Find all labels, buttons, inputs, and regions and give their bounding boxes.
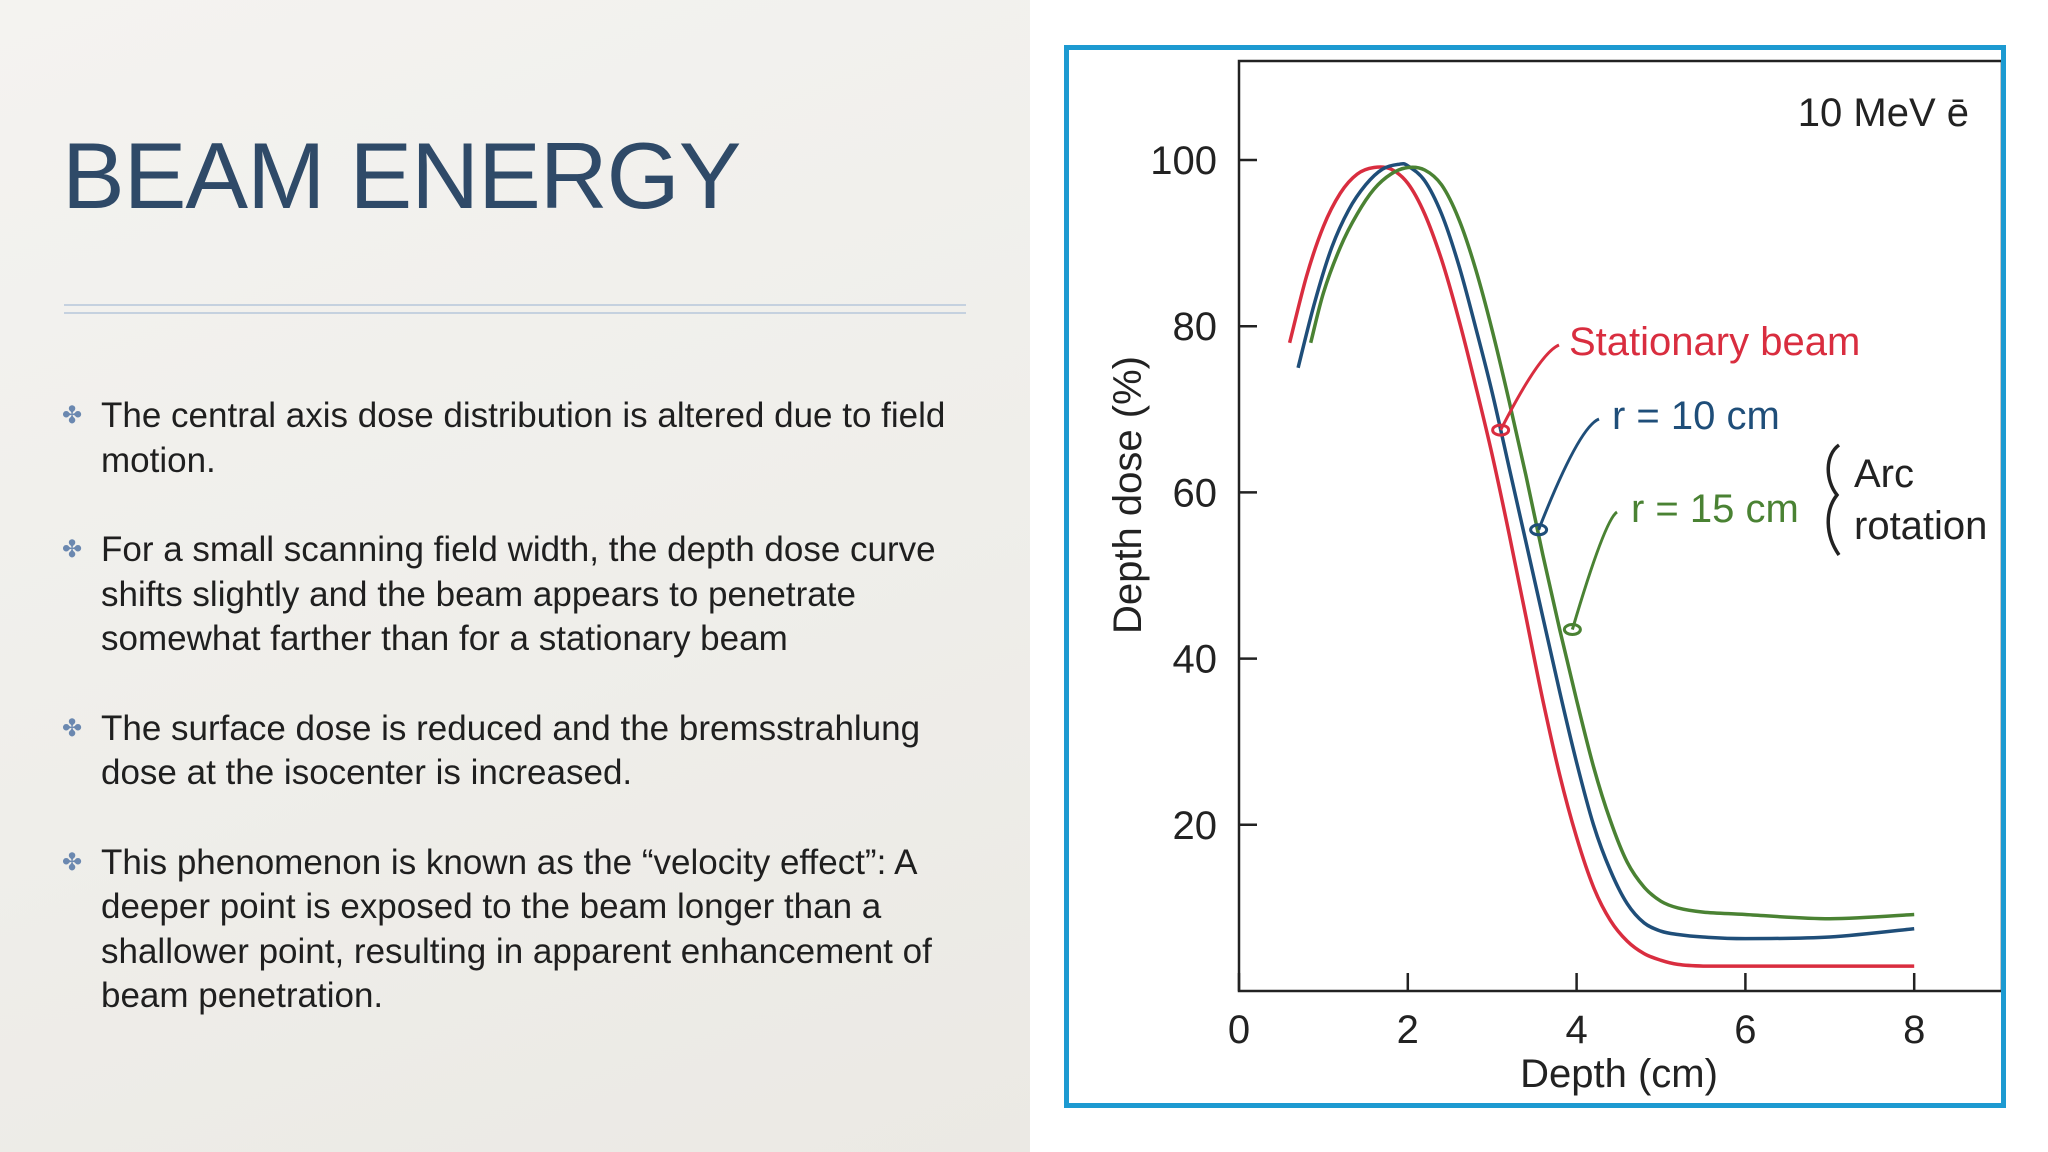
text-panel: BEAM ENERGY ✤ The central axis dose dist… <box>0 0 1030 1152</box>
arc-label-line: Arc <box>1854 452 1914 496</box>
bullet-item: ✤ For a small scanning field width, the … <box>62 528 992 662</box>
annotation-leader <box>1499 343 1560 431</box>
arc-rotation-label: Arc rotation <box>1854 452 1987 548</box>
annotation-leader <box>1570 510 1618 630</box>
x-tick-label: 0 <box>1228 1008 1250 1052</box>
annotation-leader <box>1537 417 1600 531</box>
annotation-marker <box>1529 523 1549 537</box>
y-tick-label: 80 <box>1173 305 1218 349</box>
annotation-layer: Stationary beam r = 10 cm r = 15 cm <box>1491 320 1860 637</box>
x-tick-label: 6 <box>1734 1008 1756 1052</box>
bullet-text: The central axis dose distribution is al… <box>101 396 946 480</box>
annotation-marker <box>1491 423 1511 437</box>
annotation-marker <box>1562 623 1582 637</box>
x-tick-label: 8 <box>1903 1008 1925 1052</box>
series-layer <box>1287 161 1915 968</box>
y-tick-label: 40 <box>1173 638 1218 682</box>
y-axis-label: Depth dose (%) <box>1106 356 1150 634</box>
y-tick-label: 60 <box>1173 471 1218 515</box>
x-axis: 0 2 4 6 8 <box>1228 973 1925 1052</box>
x-axis-label: Depth (cm) <box>1520 1052 1718 1096</box>
series-line-1 <box>1287 165 1915 968</box>
plot-area-border <box>1237 59 2001 993</box>
bullet-text: For a small scanning field width, the de… <box>101 530 936 658</box>
depth-dose-chart: 20 40 60 80 100 0 2 4 6 8 Stationary beam r = 10 … <box>1106 59 2001 1096</box>
sparkle-bullet-icon: ✤ <box>62 536 83 563</box>
sparkle-bullet-icon: ✤ <box>62 714 83 742</box>
annotation-label: r = 15 cm <box>1631 487 1799 531</box>
bullet-text: This phenomenon is known as the “velocit… <box>101 842 932 1016</box>
series-line-3 <box>1309 165 1915 921</box>
sparkle-bullet-icon: ✤ <box>62 848 83 876</box>
arc-brace <box>1826 443 1841 557</box>
y-tick-label: 100 <box>1150 139 1217 183</box>
y-axis: 20 40 60 80 100 <box>1150 139 1257 848</box>
title-divider <box>64 304 966 314</box>
arc-label-line: rotation <box>1854 504 1987 548</box>
x-tick-label: 2 <box>1397 1008 1419 1052</box>
bullet-list: ✤ The central axis dose distribution is … <box>62 394 992 1064</box>
x-tick-label: 4 <box>1565 1008 1587 1052</box>
sparkle-bullet-icon: ✤ <box>62 402 83 429</box>
chart-frame: 20 40 60 80 100 0 2 4 6 8 Stationary beam r = 10 … <box>1064 45 2006 1108</box>
bullet-item: ✤ The central axis dose distribution is … <box>62 394 992 483</box>
annotation-label: r = 10 cm <box>1612 394 1780 438</box>
slide-title: BEAM ENERGY <box>62 123 741 228</box>
y-tick-label: 20 <box>1173 804 1218 848</box>
bullet-item: ✤ The surface dose is reduced and the br… <box>62 707 992 796</box>
series-line-2 <box>1296 161 1915 941</box>
bullet-text: The surface dose is reduced and the brem… <box>101 708 921 793</box>
annotation-label: Stationary beam <box>1569 320 1860 364</box>
chart-title: 10 MeV ē <box>1798 91 1969 135</box>
bullet-item: ✤ This phenomenon is known as the “veloc… <box>62 841 992 1019</box>
